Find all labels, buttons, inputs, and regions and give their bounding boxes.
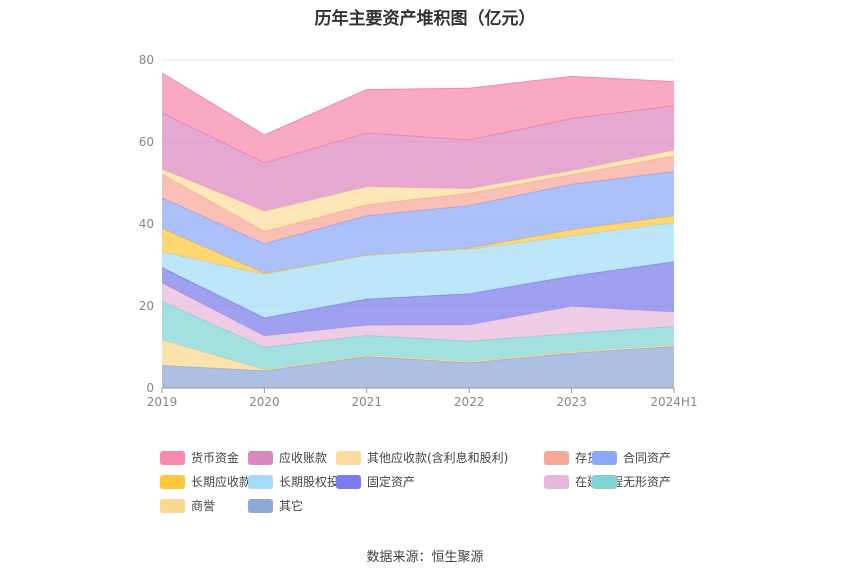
legend-item[interactable]: 货币资金 <box>160 449 239 466</box>
area-edge-货币资金 <box>161 72 675 136</box>
legend-swatch <box>160 498 185 513</box>
legend-swatch <box>592 474 617 489</box>
legend-label: 应收账款 <box>279 451 328 465</box>
legend-item[interactable]: 应收账款 <box>248 449 327 466</box>
legend-label: 货币资金 <box>191 451 240 465</box>
legend-label: 长期股权投资 <box>279 475 352 489</box>
legend-label: 合同资产 <box>623 451 672 465</box>
tick-labels: 0 20 40 60 80 2019 2020 2021 2022 2023 2024H1 <box>139 53 698 409</box>
area-其它 <box>162 346 674 388</box>
legend-label: 固定资产 <box>367 475 416 489</box>
area-合同资产 <box>162 171 674 274</box>
area-商誉 <box>162 340 674 371</box>
legend-item[interactable]: 存货 <box>544 449 599 466</box>
legend-swatch <box>544 474 569 489</box>
y-tick-label: 0 <box>146 381 154 395</box>
y-tick-label: 40 <box>139 217 154 231</box>
area-长期股权投资 <box>162 222 674 318</box>
x-tick-label: 2022 <box>454 395 485 409</box>
legend-swatch <box>544 450 569 465</box>
area-在建工程 <box>162 283 674 348</box>
x-tick-label: 2023 <box>556 395 587 409</box>
legend-label: 无形资产 <box>623 475 672 489</box>
legend-label: 其他应收款(含利息和股利) <box>367 451 509 465</box>
x-tick-label: 2024H1 <box>650 395 697 409</box>
y-tick-label: 20 <box>139 299 154 313</box>
x-tick-label: 2020 <box>249 395 280 409</box>
x-tick-label: 2019 <box>147 395 178 409</box>
legend-item[interactable]: 长期股权投资 <box>248 473 351 490</box>
legend-label: 其它 <box>279 499 304 513</box>
legend-swatch <box>160 450 185 465</box>
legend-label: 商誉 <box>191 499 216 513</box>
data-source: 数据来源：恒生聚源 <box>366 550 484 565</box>
area-无形资产 <box>162 301 674 370</box>
chart-title: 历年主要资产堆积图（亿元） <box>314 9 536 29</box>
legend-item[interactable]: 其它 <box>248 497 303 514</box>
area-应收账款 <box>162 105 674 212</box>
legend-item[interactable]: 长期应收款 <box>160 473 251 490</box>
legend-item[interactable]: 无形资产 <box>592 473 671 490</box>
x-axis <box>161 387 675 393</box>
area-其他应收款(含利息和股利) <box>162 150 674 232</box>
area-固定资产 <box>162 261 674 336</box>
y-tick-label: 60 <box>139 135 154 149</box>
legend-swatch <box>160 474 185 489</box>
x-tick-label: 2021 <box>352 395 383 409</box>
legend-swatch <box>336 474 361 489</box>
legend-item[interactable]: 商誉 <box>160 497 215 514</box>
area-货币资金 <box>162 73 674 163</box>
legend-swatch <box>248 498 273 513</box>
legend-item[interactable]: 合同资产 <box>592 449 671 466</box>
y-tick-label: 80 <box>139 53 154 67</box>
legend-swatch <box>336 450 361 465</box>
area-存货 <box>162 155 674 244</box>
area-edge-在建工程 <box>161 282 675 337</box>
legend-label: 长期应收款 <box>191 475 252 489</box>
legend-swatch <box>592 450 617 465</box>
legend-swatch <box>248 450 273 465</box>
legend-item[interactable]: 其他应收款(含利息和股利) <box>336 449 508 466</box>
legend-item[interactable]: 固定资产 <box>336 473 415 490</box>
area-series <box>161 72 675 388</box>
legend-swatch <box>248 474 273 489</box>
